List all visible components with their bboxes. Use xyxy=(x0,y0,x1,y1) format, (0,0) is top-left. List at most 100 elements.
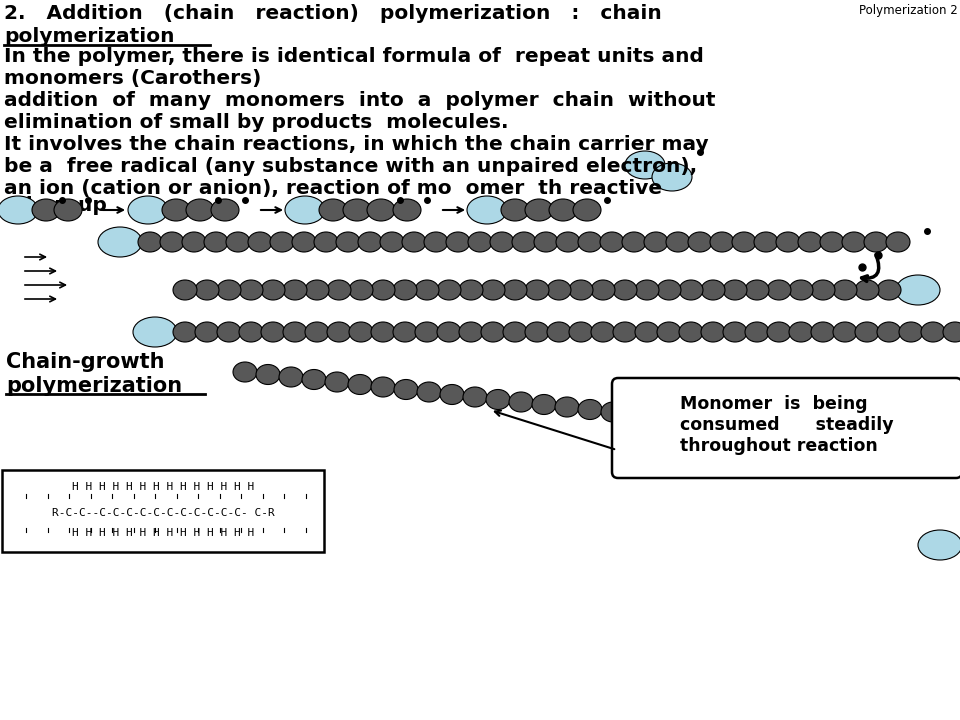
Text: In the polymer, there is identical formula of  repeat units and: In the polymer, there is identical formu… xyxy=(4,47,704,66)
Ellipse shape xyxy=(754,232,778,252)
Ellipse shape xyxy=(688,232,712,252)
Text: polymerization: polymerization xyxy=(6,376,182,396)
Ellipse shape xyxy=(525,280,549,300)
Text: Monomer  is  being
consumed      steadily
throughout reaction: Monomer is being consumed steadily throu… xyxy=(681,395,894,455)
Ellipse shape xyxy=(921,322,945,342)
Ellipse shape xyxy=(635,280,659,300)
Ellipse shape xyxy=(503,280,527,300)
Ellipse shape xyxy=(644,232,668,252)
Ellipse shape xyxy=(358,232,382,252)
Ellipse shape xyxy=(820,232,844,252)
Ellipse shape xyxy=(415,280,439,300)
Text: an ion (cation or anion), reaction of mo  omer  th reactive: an ion (cation or anion), reaction of mo… xyxy=(4,179,662,198)
Ellipse shape xyxy=(723,280,747,300)
Ellipse shape xyxy=(569,322,593,342)
Ellipse shape xyxy=(394,379,418,400)
Text: 2.   Addition   (chain   reaction)   polymerization   :   chain: 2. Addition (chain reaction) polymerizat… xyxy=(4,4,661,23)
Ellipse shape xyxy=(549,199,577,221)
Ellipse shape xyxy=(710,232,734,252)
Ellipse shape xyxy=(173,322,197,342)
Ellipse shape xyxy=(486,390,510,410)
Text: H H H H H H H H H H H H H H: H H H H H H H H H H H H H H xyxy=(72,528,254,538)
Ellipse shape xyxy=(162,199,190,221)
Ellipse shape xyxy=(624,405,648,425)
Ellipse shape xyxy=(32,199,60,221)
Ellipse shape xyxy=(417,382,441,402)
Ellipse shape xyxy=(248,232,272,252)
Ellipse shape xyxy=(279,367,303,387)
Ellipse shape xyxy=(534,232,558,252)
Ellipse shape xyxy=(701,322,725,342)
Ellipse shape xyxy=(652,163,692,191)
Ellipse shape xyxy=(343,199,371,221)
Ellipse shape xyxy=(371,377,395,397)
Ellipse shape xyxy=(336,232,360,252)
Ellipse shape xyxy=(128,196,168,224)
Ellipse shape xyxy=(349,280,373,300)
Ellipse shape xyxy=(133,317,177,347)
Ellipse shape xyxy=(481,322,505,342)
Ellipse shape xyxy=(211,199,239,221)
Ellipse shape xyxy=(348,374,372,395)
Ellipse shape xyxy=(833,280,857,300)
Text: polymerization: polymerization xyxy=(4,27,175,46)
Ellipse shape xyxy=(745,322,769,342)
Ellipse shape xyxy=(556,232,580,252)
Ellipse shape xyxy=(415,322,439,342)
Text: monomers (Carothers): monomers (Carothers) xyxy=(4,69,261,88)
Ellipse shape xyxy=(842,232,866,252)
Ellipse shape xyxy=(670,410,694,430)
Ellipse shape xyxy=(547,322,571,342)
Ellipse shape xyxy=(182,232,206,252)
Ellipse shape xyxy=(371,322,395,342)
Ellipse shape xyxy=(440,384,464,405)
Ellipse shape xyxy=(679,322,703,342)
Ellipse shape xyxy=(393,199,421,221)
Ellipse shape xyxy=(525,322,549,342)
Ellipse shape xyxy=(371,280,395,300)
Ellipse shape xyxy=(877,322,901,342)
Ellipse shape xyxy=(762,421,786,441)
Ellipse shape xyxy=(302,369,326,390)
Text: Chain-growth: Chain-growth xyxy=(6,352,164,372)
Ellipse shape xyxy=(886,232,910,252)
Ellipse shape xyxy=(776,232,800,252)
Ellipse shape xyxy=(601,402,625,422)
Ellipse shape xyxy=(402,232,426,252)
Ellipse shape xyxy=(854,437,878,457)
Ellipse shape xyxy=(98,227,142,257)
Ellipse shape xyxy=(613,280,637,300)
Ellipse shape xyxy=(503,322,527,342)
Ellipse shape xyxy=(946,453,960,473)
Ellipse shape xyxy=(327,280,351,300)
Ellipse shape xyxy=(739,417,763,437)
Ellipse shape xyxy=(239,322,263,342)
Ellipse shape xyxy=(195,322,219,342)
Ellipse shape xyxy=(855,322,879,342)
Ellipse shape xyxy=(261,280,285,300)
Ellipse shape xyxy=(367,199,395,221)
Ellipse shape xyxy=(283,280,307,300)
Ellipse shape xyxy=(578,400,602,420)
Ellipse shape xyxy=(831,433,855,453)
Ellipse shape xyxy=(900,445,924,465)
Ellipse shape xyxy=(525,199,553,221)
Ellipse shape xyxy=(468,232,492,252)
FancyBboxPatch shape xyxy=(2,470,324,552)
Ellipse shape xyxy=(855,280,879,300)
Ellipse shape xyxy=(54,199,82,221)
Text: nd group: nd group xyxy=(4,196,107,215)
Ellipse shape xyxy=(490,232,514,252)
Ellipse shape xyxy=(160,232,184,252)
Ellipse shape xyxy=(789,280,813,300)
Ellipse shape xyxy=(657,322,681,342)
Ellipse shape xyxy=(217,280,241,300)
Text: H H H H H H H H H H H H H H: H H H H H H H H H H H H H H xyxy=(72,482,254,492)
Text: be a  free radical (any substance with an unpaired electron),: be a free radical (any substance with an… xyxy=(4,157,697,176)
Ellipse shape xyxy=(833,322,857,342)
Ellipse shape xyxy=(186,199,214,221)
Ellipse shape xyxy=(798,232,822,252)
Ellipse shape xyxy=(716,415,740,434)
Ellipse shape xyxy=(923,449,947,469)
Ellipse shape xyxy=(578,232,602,252)
